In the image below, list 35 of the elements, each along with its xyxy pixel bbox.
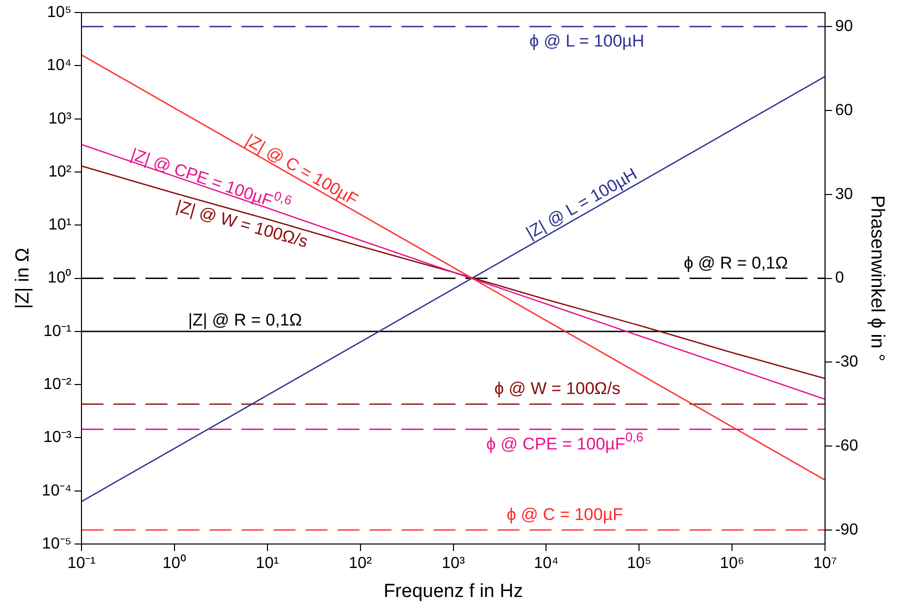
series-label: |Z| @ R = 0,1Ω <box>188 310 302 330</box>
y2-axis-title: Phasenwinkel ϕ in ° <box>866 195 888 362</box>
x-tick-label: 10⁶ <box>720 555 744 572</box>
y-tick-label: 10³ <box>48 110 72 128</box>
x-tick-label: 10⁴ <box>534 555 559 572</box>
y-tick-label: 10² <box>48 163 72 180</box>
y-tick-label: 10⁵ <box>47 4 72 22</box>
x-tick-label: 10⁷ <box>813 555 838 572</box>
series-label: ϕ @ C = 100µF <box>506 505 624 524</box>
x-tick-label: 10³ <box>442 555 466 572</box>
y-tick-label: 10¹ <box>48 216 72 234</box>
y-tick-label: 10⁴ <box>46 57 72 74</box>
x-tick-label: 10² <box>348 555 373 572</box>
series-label: ϕ @ W = 100Ω/s <box>494 379 620 398</box>
y2-tick-label: 0 <box>835 270 844 287</box>
y-axis-title: |Z| in Ω <box>12 248 34 309</box>
x-tick-label: 10⁰ <box>162 554 186 572</box>
y-tick-label: 10⁻⁵ <box>42 535 72 552</box>
series-label: ϕ @ R = 0,1Ω <box>684 253 788 272</box>
y-tick-label: 10⁻⁴ <box>42 482 72 500</box>
x-axis-title: Frequenz f in Hz <box>384 580 523 602</box>
y2-tick-label: -60 <box>835 438 858 455</box>
y2-tick-label: 90 <box>835 18 853 35</box>
y2-tick-label: 60 <box>835 102 853 119</box>
y-tick-label: 10⁰ <box>48 268 72 287</box>
x-tick-label: 10⁵ <box>626 555 652 572</box>
y-tick-label: 10⁻¹ <box>43 322 72 340</box>
x-tick-label: 10¹ <box>256 555 279 572</box>
y2-tick-label: 30 <box>835 186 853 203</box>
y-tick-label: 10⁻³ <box>43 429 72 446</box>
y2-tick-label: -30 <box>835 354 858 371</box>
y-tick-label: 10⁻² <box>43 376 72 393</box>
x-tick-label: 10⁻¹ <box>67 555 96 572</box>
y2-tick-label: -90 <box>835 521 858 538</box>
series-label: ϕ @ L = 100µH <box>529 32 644 51</box>
